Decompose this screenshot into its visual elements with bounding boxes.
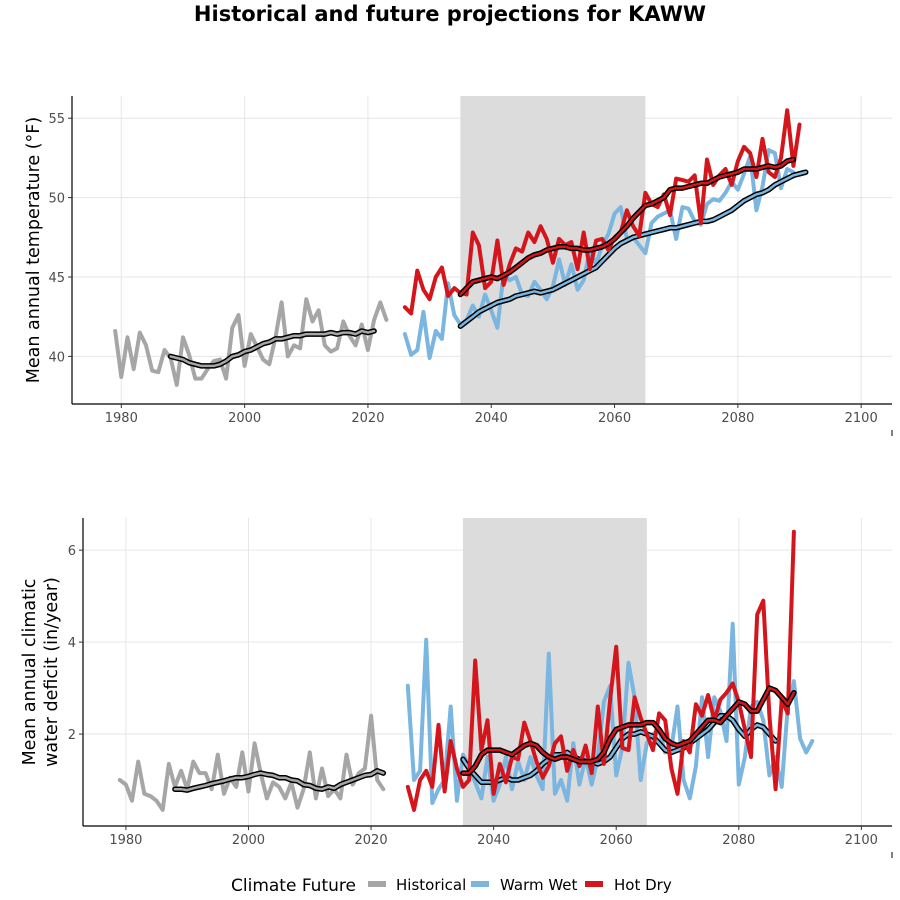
x-tick-label: 2040	[477, 833, 510, 848]
legend-label-historical: Historical	[396, 876, 466, 894]
series-historical-smoothed	[169, 329, 376, 368]
temperature-panel: 1980 2000 2020 2040 2060 2080 2100 40 45 50 55 Mean…	[24, 96, 893, 436]
series-hot-dry-smoothed	[459, 158, 795, 296]
x-tick-label: 2020	[355, 833, 388, 848]
x-tick-label: 2080	[722, 833, 755, 848]
legend-label-hot-dry: Hot Dry	[614, 876, 672, 894]
x-tick-label: 1980	[105, 411, 138, 426]
x-tick-label: 2000	[228, 411, 261, 426]
chart-title: Historical and future projections for KA…	[194, 2, 706, 26]
series-warm-wet-smoothed	[459, 170, 807, 328]
series-historical-smoothed	[173, 769, 385, 792]
series-warm-wet	[402, 148, 796, 360]
x-tick-label: 2000	[232, 833, 265, 848]
y-tick-label: 50	[48, 192, 65, 207]
y-tick-label: 6	[68, 544, 76, 559]
series-hot-dry-smoothed	[461, 686, 796, 775]
legend-title: Climate Future	[231, 876, 356, 896]
series-historical	[117, 713, 386, 812]
y-tick-label: 45	[48, 271, 65, 286]
y-tick-label: 2	[68, 728, 76, 743]
series-hot-dry	[405, 529, 796, 812]
water-deficit-panel: 1980 2000 2020 2040 2060 2080 2100 2 4 6 Mean annu…	[20, 518, 893, 858]
x-tick-label: 2060	[598, 411, 631, 426]
y-tick-label: 4	[68, 636, 76, 651]
series-historical	[113, 297, 389, 387]
legend-label-warm-wet: Warm Wet	[500, 876, 578, 894]
series-hot-dry	[402, 108, 802, 316]
x-tick-label: 1980	[109, 833, 142, 848]
y-axis-label: Mean annual climatic water deficit (in/ye…	[20, 577, 62, 767]
x-tick-label: 2060	[600, 833, 633, 848]
x-tick-label: 2040	[475, 411, 508, 426]
y-tick-label: 40	[48, 350, 65, 365]
x-tick-label: 2100	[845, 833, 878, 848]
y-tick-label: 55	[48, 112, 65, 127]
x-tick-label: 2100	[845, 411, 878, 426]
y-axis-label: Mean annual temperature (°F)	[24, 117, 44, 383]
x-tick-label: 2080	[721, 411, 754, 426]
x-tick-label: 2020	[351, 411, 384, 426]
legend: Climate Future Historical Warm Wet Hot D…	[231, 876, 672, 896]
